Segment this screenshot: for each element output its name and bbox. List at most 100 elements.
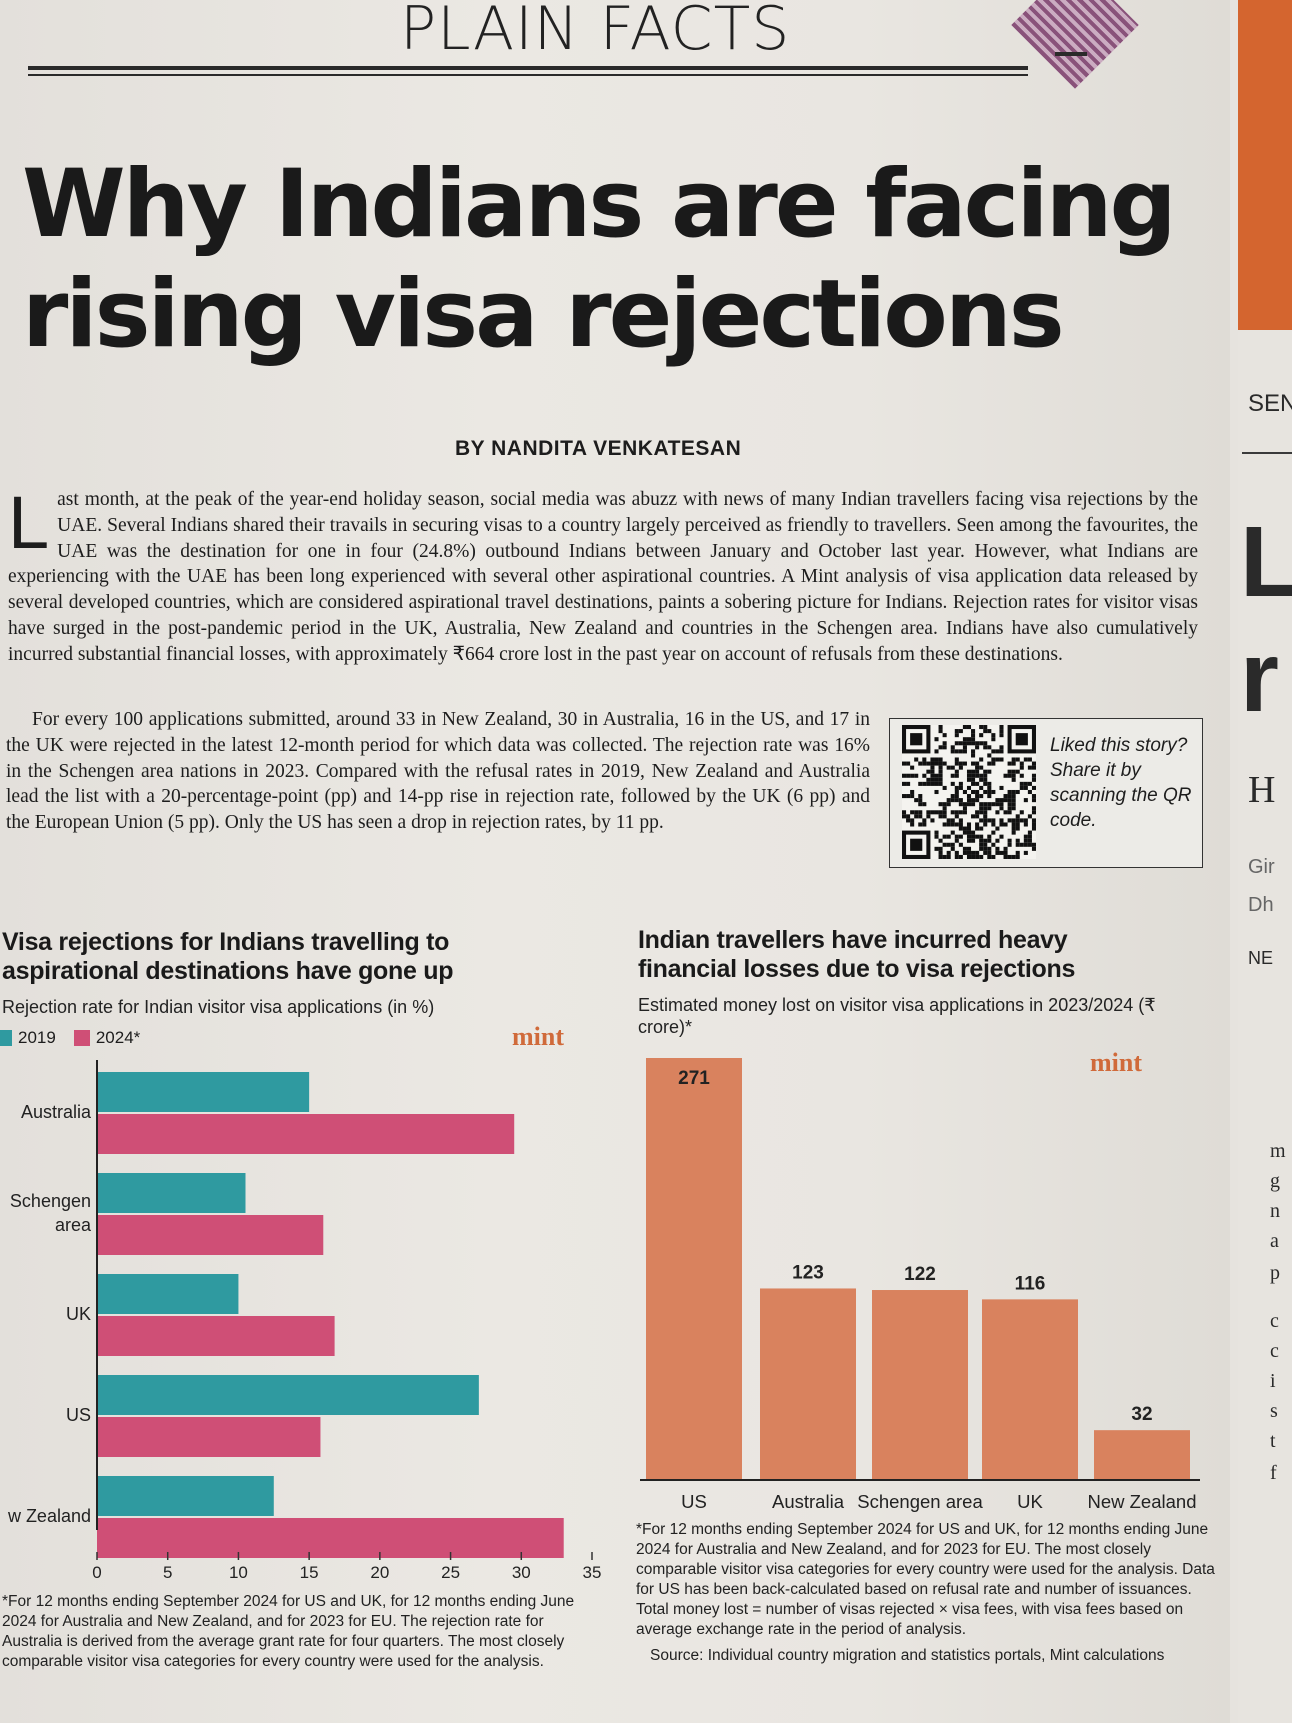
qr-module (906, 781, 911, 786)
qr-module (979, 854, 984, 859)
x-tick-label: 15 (300, 1563, 319, 1580)
paragraph-1-text: ast month, at the peak of the year-end h… (8, 489, 1198, 665)
left-bar-chart: Australia Schengen area UK US w Zealand 0 5 10 15… (7, 1060, 601, 1580)
qr-module (942, 834, 947, 839)
left-chart-legend: 2019 2024* (0, 1028, 140, 1048)
x-tick-label: 25 (441, 1563, 460, 1580)
qr-module (922, 822, 927, 827)
qr-module (902, 814, 907, 819)
qr-module (1015, 838, 1020, 843)
qr-module (1031, 777, 1036, 782)
qr-module (1011, 854, 1016, 859)
qr-module (962, 826, 967, 831)
right-chart-title: Indian travellers have incurred heavy fi… (638, 926, 1076, 983)
qr-module (918, 814, 923, 819)
qr-module (958, 761, 963, 766)
qr-module (971, 777, 976, 782)
qr-code-icon[interactable] (902, 725, 1036, 859)
adjacent-letter: c (1270, 1340, 1279, 1362)
qr-module (999, 850, 1004, 855)
qr-module (979, 773, 984, 778)
qr-module (946, 822, 951, 827)
qr-module (999, 822, 1004, 827)
qr-module (983, 777, 988, 782)
qr-module (987, 850, 992, 855)
qr-module (975, 781, 980, 786)
qr-module (914, 757, 919, 762)
qr-module (930, 761, 935, 766)
qr-module (1031, 761, 1036, 766)
article-paragraph-2: For every 100 applications submitted, ar… (6, 709, 870, 834)
qr-module (962, 810, 967, 815)
qr-module (950, 798, 955, 803)
adjacent-letter: m (1270, 1140, 1286, 1162)
adjacent-rule (1242, 452, 1292, 454)
qr-module (922, 757, 927, 762)
adjacent-letter: a (1270, 1230, 1279, 1252)
qr-module (950, 842, 955, 847)
qr-module (983, 810, 988, 815)
qr-module (999, 834, 1004, 839)
qr-module (1003, 846, 1008, 851)
qr-module (975, 741, 980, 746)
qr-module (1023, 781, 1028, 786)
qr-module (975, 765, 980, 770)
qr-module (971, 789, 976, 795)
qr-module (983, 729, 988, 734)
qr-module (983, 773, 988, 778)
x-tick-label: 30 (512, 1563, 531, 1580)
qr-module (1015, 826, 1020, 831)
x-tick-label: 0 (92, 1563, 101, 1580)
qr-module (1031, 842, 1036, 847)
adjacent-letter: g (1270, 1170, 1280, 1192)
adjacent-letter: f (1270, 1462, 1277, 1484)
qr-module (1027, 838, 1032, 843)
qr-module (979, 794, 984, 799)
qr-module (938, 802, 943, 807)
qr-module (922, 773, 927, 778)
qr-module (938, 765, 943, 770)
qr-module (1031, 846, 1036, 851)
masthead-rule-thin (28, 74, 1028, 76)
qr-module (979, 757, 984, 762)
qr-module (934, 781, 939, 786)
qr-module (1027, 789, 1032, 795)
qr-module (930, 777, 935, 782)
qr-module (966, 822, 972, 827)
qr-module (987, 838, 992, 843)
value-label: 116 (1015, 1273, 1046, 1294)
qr-module (975, 798, 980, 803)
bar-uk (982, 1299, 1078, 1480)
adjacent-text-2: L (1240, 506, 1292, 618)
adjacent-letter: c (1270, 1310, 1279, 1332)
qr-module (987, 753, 992, 758)
qr-module (1003, 822, 1008, 827)
legend-label-2024: 2024* (95, 1028, 141, 1047)
qr-module (971, 773, 976, 778)
bar-us-2019 (97, 1375, 479, 1415)
qr-module (1015, 769, 1020, 774)
qr-module (946, 765, 951, 770)
qr-module (910, 822, 915, 827)
qr-module (1031, 826, 1036, 831)
qr-module (995, 757, 1000, 762)
qr-module (999, 818, 1004, 823)
qr-module (950, 745, 955, 750)
qr-module (979, 818, 984, 823)
qr-module (926, 769, 931, 774)
section-masthead: PLAIN FACTS (400, 0, 791, 64)
qr-module (966, 802, 972, 807)
qr-module (1023, 834, 1028, 839)
qr-module (962, 761, 967, 766)
qr-module (995, 749, 1000, 754)
qr-module (979, 777, 984, 782)
qr-module (966, 838, 972, 843)
qr-module (983, 842, 988, 847)
qr-module (1007, 789, 1012, 795)
qr-module (966, 725, 972, 730)
qr-module (1007, 761, 1012, 766)
qr-module (958, 802, 963, 807)
qr-module (942, 842, 947, 847)
qr-module (1015, 842, 1020, 847)
qr-module (1011, 769, 1016, 774)
